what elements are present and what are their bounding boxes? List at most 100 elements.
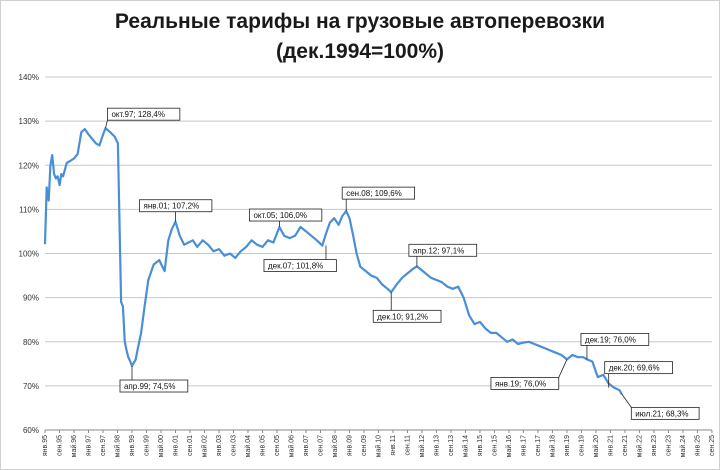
data-point bbox=[125, 349, 128, 352]
x-tick-label: янв.03 bbox=[216, 435, 223, 456]
annotation-box bbox=[372, 309, 442, 323]
annotation-label: дек.10; 91,2% bbox=[377, 312, 428, 321]
data-point bbox=[179, 235, 181, 237]
data-point bbox=[435, 279, 438, 281]
x-tick-label: янв.17 bbox=[520, 435, 527, 456]
data-point bbox=[57, 175, 59, 177]
data-point bbox=[501, 336, 503, 338]
data-point bbox=[158, 259, 160, 261]
chart-title: Реальные тарифы на грузовые автоперевозк… bbox=[114, 10, 606, 33]
x-tick-label: май.06 bbox=[287, 435, 295, 457]
x-tick-label: янв.21 bbox=[607, 435, 614, 456]
annotation-box bbox=[580, 332, 650, 346]
annotation: июл.21; 68,3% bbox=[620, 393, 700, 420]
x-tick-label: май.04 bbox=[244, 435, 252, 457]
annotation-leader bbox=[558, 359, 568, 378]
data-point bbox=[381, 283, 383, 285]
data-point bbox=[597, 376, 599, 378]
annotation-box bbox=[341, 186, 416, 200]
data-point bbox=[571, 354, 573, 356]
annotation-label: дек.20; 69,6% bbox=[609, 364, 660, 373]
data-point bbox=[49, 164, 52, 166]
data-point bbox=[441, 281, 443, 283]
data-point bbox=[533, 343, 535, 345]
data-point bbox=[419, 268, 421, 270]
data-point bbox=[484, 327, 486, 330]
data-point bbox=[406, 272, 409, 274]
data-point bbox=[69, 160, 72, 162]
data-point bbox=[202, 239, 204, 241]
y-axis-ticks: 60% 70% 80% 90% 100% 110% 120% 130% 140% bbox=[19, 73, 39, 435]
annotation: дек.20; 69,6% bbox=[604, 361, 673, 388]
data-point bbox=[245, 246, 247, 248]
data-point bbox=[267, 239, 269, 241]
x-tick-label: сен.95 bbox=[56, 435, 63, 456]
x-tick-label: май.18 bbox=[548, 435, 556, 457]
x-tick-label: янв.97 bbox=[85, 435, 92, 456]
data-point bbox=[77, 153, 79, 155]
annotation-box bbox=[630, 406, 700, 420]
data-point bbox=[348, 217, 351, 219]
data-point bbox=[337, 224, 340, 226]
annotation-box bbox=[139, 199, 213, 213]
data-point bbox=[613, 387, 615, 389]
y-tick-label: 70% bbox=[23, 382, 39, 391]
data-point bbox=[229, 252, 231, 255]
annotation-box bbox=[408, 243, 478, 257]
gridlines bbox=[45, 76, 712, 431]
data-point bbox=[550, 349, 552, 352]
x-tick-label: май.96 bbox=[70, 435, 78, 457]
annotation-box bbox=[263, 259, 337, 272]
x-tick-label: янв.23 bbox=[651, 435, 658, 456]
data-point bbox=[187, 241, 190, 244]
annotation-box bbox=[490, 376, 560, 390]
data-point bbox=[171, 228, 173, 230]
y-tick-label: 90% bbox=[23, 294, 39, 303]
annotation-label: сен.08; 109,6% bbox=[346, 189, 402, 198]
x-tick-label: сен.13 bbox=[448, 435, 455, 456]
data-point bbox=[412, 268, 414, 270]
annotation-box bbox=[119, 379, 189, 393]
data-point bbox=[341, 215, 343, 217]
x-tick-label: сен.07 bbox=[317, 435, 324, 456]
data-point bbox=[129, 361, 131, 363]
data-point bbox=[144, 305, 146, 308]
data-point bbox=[218, 248, 220, 250]
data-point bbox=[321, 244, 323, 247]
x-tick-label: сен.03 bbox=[230, 435, 237, 456]
x-tick-label: янв.25 bbox=[694, 435, 701, 456]
data-point bbox=[95, 142, 97, 144]
data-point bbox=[528, 341, 530, 343]
data-point bbox=[289, 237, 291, 239]
data-point bbox=[223, 255, 226, 257]
data-point bbox=[294, 235, 296, 237]
x-tick-label: сен.15 bbox=[491, 435, 498, 456]
data-point bbox=[167, 239, 169, 241]
data-point bbox=[192, 239, 194, 241]
data-point bbox=[316, 239, 318, 241]
annotation: дек.10; 91,2% bbox=[372, 292, 442, 323]
x-tick-label: янв.05 bbox=[259, 435, 266, 456]
data-point bbox=[506, 341, 508, 343]
annotation-label: янв.01; 107,2% bbox=[143, 202, 199, 211]
data-point bbox=[51, 154, 53, 156]
data-point bbox=[62, 175, 64, 177]
x-tick-label: май.24 bbox=[679, 435, 687, 457]
x-tick-label: сен.21 bbox=[622, 435, 629, 456]
x-tick-label: май.00 bbox=[157, 435, 165, 457]
data-point bbox=[113, 135, 116, 138]
data-point bbox=[53, 173, 55, 175]
x-tick-label: сен.23 bbox=[665, 435, 672, 456]
data-point bbox=[473, 323, 476, 325]
data-point bbox=[555, 352, 557, 354]
x-tick-label: май.12 bbox=[418, 435, 426, 457]
data-point bbox=[352, 235, 354, 237]
x-tick-label: сен.09 bbox=[361, 435, 368, 456]
data-point bbox=[333, 217, 335, 219]
data-point bbox=[58, 184, 61, 186]
data-point bbox=[124, 341, 126, 343]
annotation-box bbox=[604, 361, 673, 375]
data-point bbox=[122, 305, 124, 308]
chart-subtitle: (дек.1994=100%) bbox=[275, 40, 445, 63]
